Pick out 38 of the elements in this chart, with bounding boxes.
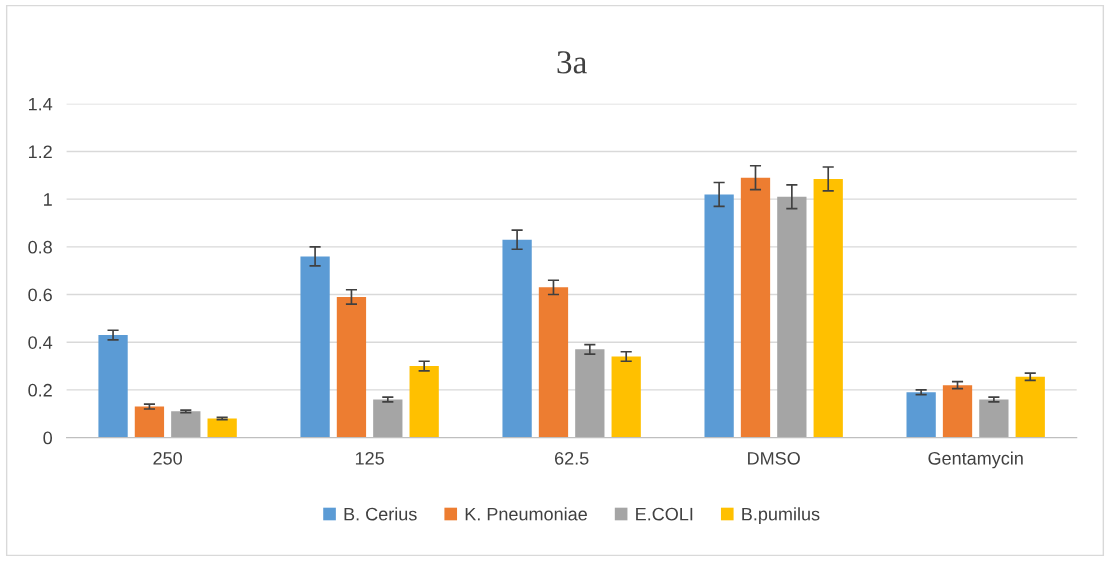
bar xyxy=(611,356,641,438)
bar xyxy=(704,194,734,438)
bar xyxy=(906,392,936,438)
x-tick-label: 62.5 xyxy=(555,451,589,465)
legend-label: B.pumilus xyxy=(742,507,820,525)
bar xyxy=(777,196,807,438)
y-tick-label: 1.2 xyxy=(28,145,52,159)
bar xyxy=(207,418,237,438)
bar xyxy=(336,296,367,438)
y-tick-label: 0.2 xyxy=(28,383,52,397)
bar xyxy=(979,399,1009,438)
legend-label: K. Pneumoniae xyxy=(465,507,587,521)
bar xyxy=(502,239,532,438)
y-tick-label: 0.4 xyxy=(28,336,53,349)
bar xyxy=(942,385,973,438)
y-tick-label: 0.6 xyxy=(28,288,52,302)
bar xyxy=(171,411,201,438)
x-tick-label: 125 xyxy=(355,451,384,465)
bar xyxy=(409,366,439,438)
x-tick-label: DMSO xyxy=(748,451,800,465)
bar xyxy=(134,406,165,438)
bar xyxy=(98,335,128,438)
bar xyxy=(538,287,569,438)
y-tick-label: 1 xyxy=(44,193,52,206)
y-tick-label: 0 xyxy=(43,431,53,445)
y-tick-label: 1.4 xyxy=(28,97,53,111)
legend-label: E.COLI xyxy=(636,507,693,521)
bar xyxy=(575,349,605,438)
bar xyxy=(1015,376,1045,438)
x-tick-label: 250 xyxy=(153,451,182,465)
x-tick-label: Gentamycin xyxy=(928,451,1023,469)
y-tick-label: 0.8 xyxy=(28,240,52,254)
bar xyxy=(813,178,843,438)
chart-title: 3a xyxy=(557,51,587,74)
bar xyxy=(740,177,771,438)
bar xyxy=(373,399,403,438)
legend-label: B. Cerius xyxy=(344,507,417,521)
bar xyxy=(300,256,330,438)
